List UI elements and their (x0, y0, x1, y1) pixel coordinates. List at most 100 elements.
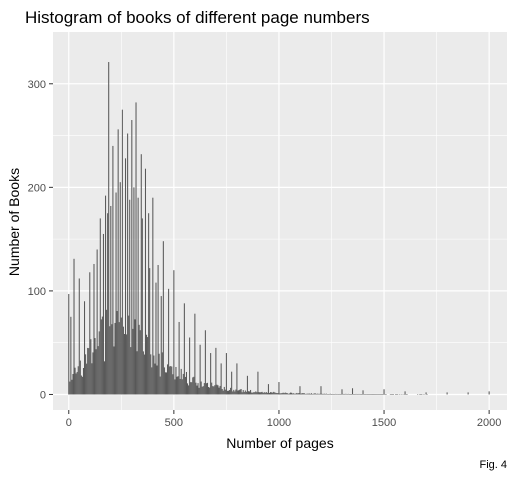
histogram-bar (282, 392, 284, 395)
histogram-bar (70, 316, 72, 395)
histogram-bar (338, 394, 340, 395)
histogram-bar (181, 379, 183, 395)
histogram-bar (217, 385, 219, 395)
histogram-bar (123, 333, 125, 395)
histogram-bar (361, 394, 363, 395)
histogram-bar (426, 394, 428, 395)
histogram-bar (100, 319, 102, 395)
histogram-bar (420, 394, 422, 395)
histogram-bar (403, 394, 405, 395)
histogram-bar (134, 319, 136, 395)
histogram-bar (297, 393, 299, 395)
histogram-bar (127, 133, 129, 395)
x-axis-title: Number of pages (226, 435, 333, 451)
histogram-bar (77, 366, 79, 395)
histogram-bar (288, 393, 290, 395)
x-tick-label: 1500 (372, 417, 396, 429)
histogram-bar (401, 394, 403, 395)
histogram-bar (97, 346, 99, 395)
histogram-bar (370, 394, 372, 395)
histogram-bar (92, 352, 94, 395)
histogram-bar (345, 393, 347, 395)
histogram-bar (106, 309, 108, 395)
histogram-bar (272, 392, 274, 395)
histogram-bar (246, 375, 248, 395)
histogram-bar (192, 377, 194, 395)
histogram-bar (121, 109, 123, 395)
histogram-bar (336, 394, 338, 395)
histogram-bar (233, 389, 235, 395)
histogram-bar (178, 321, 180, 395)
histogram-bar (375, 394, 377, 395)
histogram-bar (168, 288, 170, 395)
histogram-bar (147, 337, 149, 395)
histogram-bar (188, 385, 190, 395)
histogram-bar (390, 394, 392, 395)
histogram-bar (313, 393, 315, 395)
histogram-bar (289, 392, 292, 395)
histogram-bar (294, 393, 296, 395)
histogram-bar (405, 394, 407, 395)
histogram-bar (376, 394, 378, 395)
histogram-bar (296, 392, 298, 395)
histogram-bar (204, 330, 206, 395)
histogram-bar (130, 347, 132, 395)
histogram-bar (385, 394, 387, 395)
histogram-bar (360, 394, 362, 395)
histogram-bar (206, 382, 209, 395)
histogram-bar (94, 338, 96, 395)
histogram-bar (199, 344, 201, 395)
histogram-bar (488, 391, 490, 395)
histogram-bar (84, 301, 86, 395)
histogram-bar (236, 363, 238, 395)
histogram-bar (118, 322, 120, 395)
y-tick-label: 200 (28, 182, 46, 194)
histogram-bar (264, 392, 266, 395)
histogram-bar (186, 383, 189, 395)
histogram-bar (222, 390, 224, 395)
histogram-bar (242, 390, 244, 395)
histogram-bar (179, 378, 181, 395)
histogram-bar (91, 363, 93, 395)
histogram-bar (225, 353, 227, 395)
histogram-bar (254, 392, 256, 395)
histogram-bar (359, 393, 361, 395)
histogram-bar (86, 363, 88, 395)
histogram-bar (368, 394, 370, 395)
histogram-bar (132, 328, 134, 395)
histogram-bar (197, 383, 199, 395)
histogram-bar (129, 199, 131, 395)
histogram-bar (330, 393, 333, 395)
histogram-bar (137, 197, 139, 395)
histogram-bar (212, 386, 214, 395)
histogram-bar (87, 347, 89, 395)
histogram-bar (421, 394, 423, 395)
histogram-bar (281, 393, 283, 395)
figure-caption: Fig. 4 (479, 459, 507, 471)
histogram-bar (146, 334, 148, 395)
histogram-bar (230, 387, 232, 395)
histogram-bar (353, 394, 355, 395)
histogram-bar (261, 391, 263, 395)
histogram-bar (81, 376, 83, 395)
histogram-bar (324, 394, 326, 395)
histogram-bar (367, 394, 369, 395)
y-axis-title: Number of Books (6, 168, 22, 276)
histogram-bar (356, 393, 358, 395)
histogram-bar (210, 353, 212, 395)
histogram-bar (332, 393, 334, 395)
histogram-bar (302, 393, 304, 395)
histogram-bar (182, 373, 184, 395)
histogram-bar (262, 392, 264, 395)
histogram-bar (347, 393, 349, 395)
histogram-bar (286, 393, 288, 395)
histogram-bar (126, 334, 128, 395)
histogram-bar (284, 392, 286, 395)
histogram-bar (419, 394, 421, 395)
histogram-bar (299, 386, 301, 395)
histogram-bar (344, 393, 346, 395)
histogram-bar (117, 129, 119, 395)
histogram-bar (364, 394, 366, 395)
histogram-bar (276, 393, 278, 395)
histogram-bar (102, 233, 104, 395)
